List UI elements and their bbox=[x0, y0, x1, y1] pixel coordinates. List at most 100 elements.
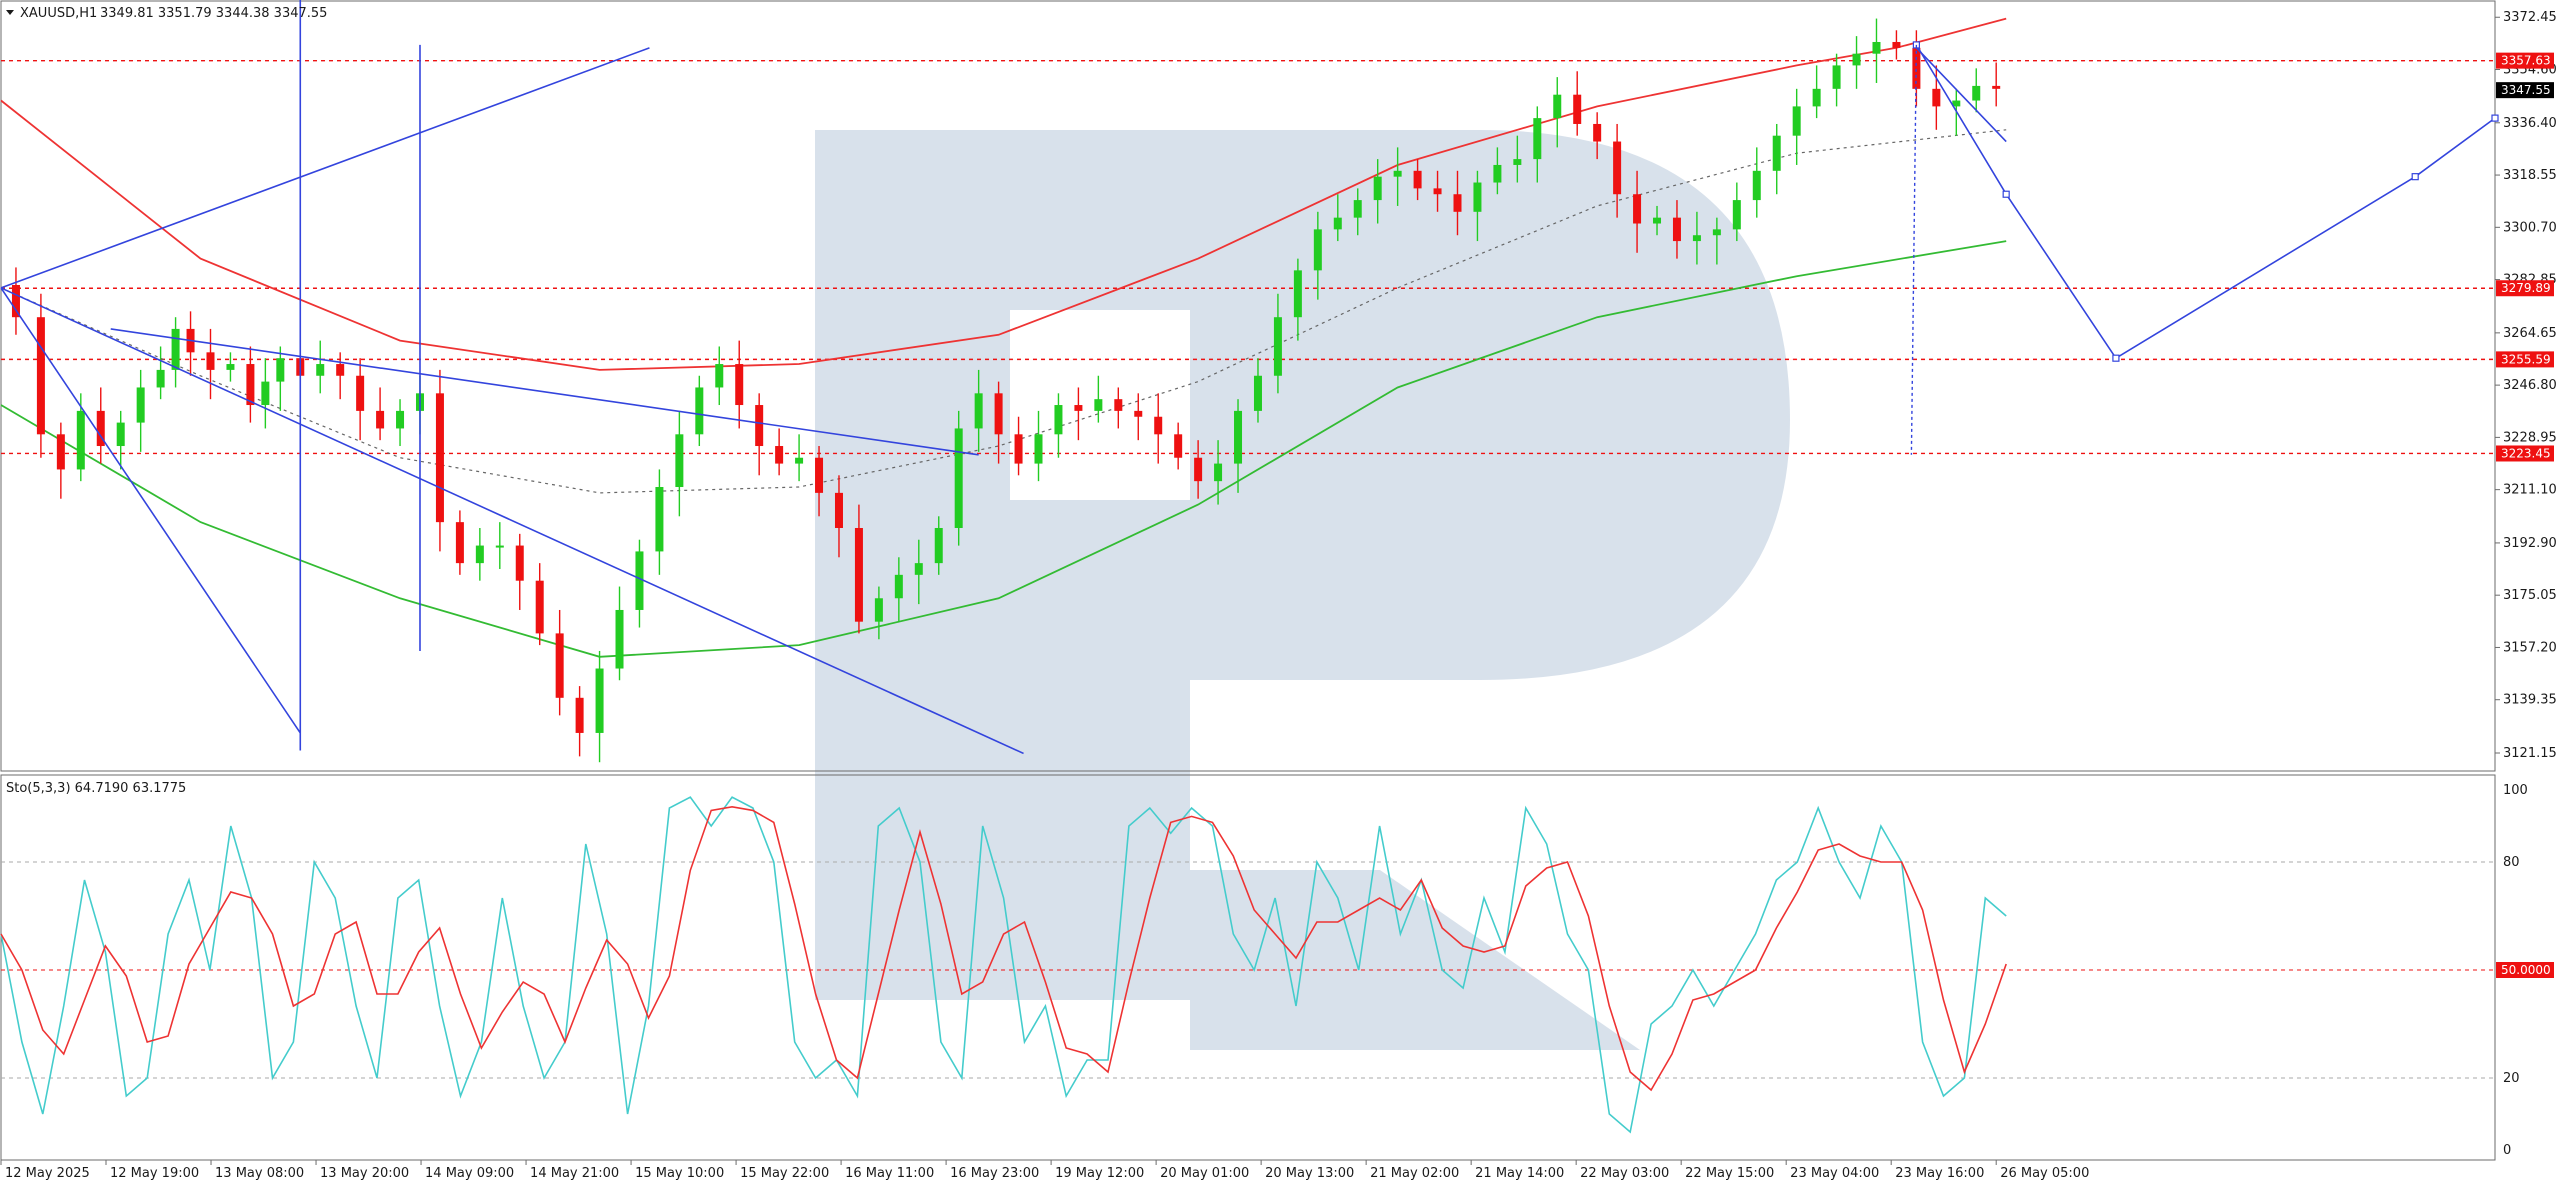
oscillator-axis: 100 80 20 0 50.0000 bbox=[2496, 783, 2554, 1158]
price-tick-label: 3157.20 bbox=[2503, 640, 2557, 655]
candle-body bbox=[1513, 159, 1522, 165]
price-tick-label: 3300.70 bbox=[2503, 220, 2557, 235]
candle-body bbox=[1752, 170, 1761, 201]
price-level-badge bbox=[2496, 280, 2554, 297]
time-tick-label: 16 May 11:00 bbox=[845, 1166, 934, 1181]
candle-body bbox=[1493, 164, 1502, 183]
dropdown-arrow-icon[interactable] bbox=[6, 10, 14, 15]
candle-body bbox=[1812, 88, 1821, 107]
candle-body bbox=[1653, 217, 1662, 224]
candle-body bbox=[376, 410, 385, 429]
candle-body bbox=[1134, 410, 1143, 417]
stochastic-lines bbox=[0, 796, 2007, 1134]
candle-body bbox=[1912, 47, 1921, 89]
candle-body bbox=[1473, 182, 1482, 212]
candle-body bbox=[1553, 94, 1562, 119]
stochastic-signal-line bbox=[0, 805, 2007, 1092]
candle-body bbox=[834, 492, 843, 528]
candle-body bbox=[815, 457, 824, 493]
trendline bbox=[0, 287, 301, 734]
price-axis: 3372.453354.603336.403318.553300.703282.… bbox=[2495, 10, 2557, 761]
candle-body bbox=[495, 545, 504, 548]
candle-body bbox=[994, 393, 1003, 435]
candle-body bbox=[1214, 463, 1223, 482]
candle-body bbox=[735, 364, 744, 406]
candle-body bbox=[396, 410, 405, 429]
candle-body bbox=[226, 364, 235, 370]
time-tick-label: 22 May 15:00 bbox=[1685, 1166, 1774, 1181]
price-level-badge-label: 3255.59 bbox=[2501, 352, 2551, 366]
candle-body bbox=[136, 387, 145, 423]
price-panel-frame bbox=[0, 0, 2496, 772]
candle-body bbox=[96, 410, 105, 447]
oscillator-mid-badge bbox=[2496, 962, 2554, 978]
price-tick-label: 3139.35 bbox=[2503, 693, 2557, 708]
candle-body bbox=[595, 668, 604, 733]
time-tick-label: 23 May 16:00 bbox=[1895, 1166, 1984, 1181]
candle-body bbox=[715, 364, 724, 388]
candle-body bbox=[775, 446, 784, 464]
symbol-label[interactable]: XAUUSD,H1 bbox=[20, 6, 97, 21]
forecast-path bbox=[1910, 41, 2499, 455]
candle-body bbox=[1313, 229, 1322, 271]
candle-body bbox=[894, 574, 903, 599]
time-tick-label: 14 May 09:00 bbox=[425, 1166, 514, 1181]
candle-body bbox=[655, 487, 664, 552]
candle-body bbox=[635, 551, 644, 610]
candle-body bbox=[1772, 135, 1781, 171]
candle-body bbox=[1932, 88, 1941, 107]
candle-body bbox=[1792, 106, 1801, 136]
time-tick-label: 20 May 13:00 bbox=[1265, 1166, 1354, 1181]
moving-averages bbox=[0, 17, 2007, 658]
forecast-node bbox=[2112, 354, 2120, 362]
time-tick-label: 15 May 10:00 bbox=[635, 1166, 724, 1181]
candle-body bbox=[475, 545, 484, 564]
stochastic-main-line bbox=[0, 796, 2007, 1134]
watermark-logo bbox=[815, 130, 1790, 1050]
candle-body bbox=[1533, 118, 1542, 160]
price-tick-label: 3246.80 bbox=[2503, 378, 2557, 393]
candle-body bbox=[934, 527, 943, 564]
price-level-badge bbox=[2496, 445, 2554, 462]
candle-body bbox=[435, 393, 444, 523]
time-tick-label: 16 May 23:00 bbox=[950, 1166, 1039, 1181]
candle-body bbox=[954, 428, 963, 528]
candle-body bbox=[76, 410, 85, 470]
candle-body bbox=[1613, 141, 1622, 195]
price-tick-label: 3192.90 bbox=[2503, 536, 2557, 551]
candle-body bbox=[1712, 229, 1721, 236]
candle-body bbox=[1732, 200, 1741, 230]
candle-body bbox=[1852, 53, 1861, 66]
oscillator-mid-label: 50.0000 bbox=[2501, 963, 2551, 977]
candle-body bbox=[1573, 94, 1582, 124]
candle-body bbox=[795, 457, 804, 464]
candle-body bbox=[261, 381, 270, 406]
candle-body bbox=[56, 434, 65, 470]
ma-red-line bbox=[0, 17, 2007, 371]
candle-body bbox=[1992, 85, 2001, 89]
time-tick-label: 12 May 2025 bbox=[5, 1166, 90, 1181]
trendline bbox=[0, 47, 650, 289]
oscillator-tick-label: 20 bbox=[2503, 1071, 2520, 1086]
watermark-shape bbox=[815, 130, 1790, 1000]
current-price-label: 3347.55 bbox=[2501, 83, 2551, 97]
forecast-node bbox=[2491, 114, 2499, 122]
oscillator-tick-label: 100 bbox=[2503, 783, 2528, 798]
candle-body bbox=[575, 697, 584, 733]
time-tick-label: 13 May 20:00 bbox=[320, 1166, 409, 1181]
price-tick-label: 3175.05 bbox=[2503, 588, 2557, 603]
time-tick-label: 26 May 05:00 bbox=[2000, 1166, 2089, 1181]
candle-body bbox=[1253, 375, 1262, 411]
candle-body bbox=[1593, 123, 1602, 142]
forecast-node bbox=[2411, 173, 2419, 181]
candle-body bbox=[11, 284, 20, 318]
candle-body bbox=[1114, 399, 1123, 411]
candle-body bbox=[1972, 85, 1981, 101]
time-tick-label: 21 May 02:00 bbox=[1370, 1166, 1459, 1181]
time-tick-label: 21 May 14:00 bbox=[1475, 1166, 1564, 1181]
ohlc-readout: 3349.81 3351.79 3344.38 3347.55 bbox=[100, 6, 327, 21]
time-tick-label: 13 May 08:00 bbox=[215, 1166, 304, 1181]
time-tick-label: 22 May 03:00 bbox=[1580, 1166, 1669, 1181]
candle-body bbox=[1074, 405, 1083, 411]
